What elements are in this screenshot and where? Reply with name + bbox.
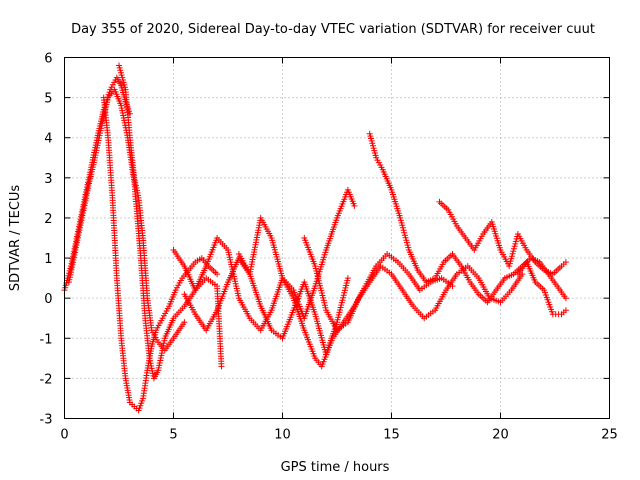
x-axis-label: GPS time / hours xyxy=(281,460,390,475)
y-tick-label: 5 xyxy=(44,92,52,107)
series-marker-path xyxy=(514,259,569,318)
chart-title: Day 355 of 2020, Sidereal Day-to-day VTE… xyxy=(71,22,595,37)
series-marker-path xyxy=(235,214,456,370)
y-tick-label: 3 xyxy=(44,172,52,187)
x-tick-label: 15 xyxy=(383,428,400,443)
series-arc8 xyxy=(301,235,526,334)
y-tick-label: -2 xyxy=(40,372,53,387)
series-marker-path xyxy=(436,198,569,278)
x-tick-label: 10 xyxy=(274,428,291,443)
series-marker-path xyxy=(170,186,358,334)
y-tick-label: 6 xyxy=(44,52,52,67)
y-tick-label: 0 xyxy=(44,292,52,307)
series-arc11 xyxy=(514,259,569,318)
series-arc5 xyxy=(170,186,358,334)
y-tick-label: -3 xyxy=(40,413,53,428)
data-marks xyxy=(61,62,569,414)
axis-ticks: 0 5 10 15 20 25 -3 -2 -1 0 1 2 3 4 5 6 xyxy=(40,52,618,443)
y-tick-label: 1 xyxy=(44,252,52,267)
x-tick-label: 20 xyxy=(492,428,509,443)
y-tick-label: 2 xyxy=(44,212,52,227)
series-arc7 xyxy=(235,214,456,370)
y-tick-label: 4 xyxy=(44,132,52,147)
y-axis-label: SDTVAR / TECUs xyxy=(8,185,23,292)
series-marker-path xyxy=(116,62,188,354)
x-tick-label: 0 xyxy=(60,428,68,443)
x-tick-label: 5 xyxy=(169,428,177,443)
series-arc10 xyxy=(436,198,569,278)
series-arc4 xyxy=(116,62,188,354)
y-tick-label: -1 xyxy=(40,332,53,347)
series-arc6 xyxy=(181,255,351,358)
plot-frame xyxy=(64,57,610,419)
series-marker-path xyxy=(301,235,526,334)
x-tick-label: 25 xyxy=(601,428,618,443)
series-marker-path xyxy=(181,255,351,358)
